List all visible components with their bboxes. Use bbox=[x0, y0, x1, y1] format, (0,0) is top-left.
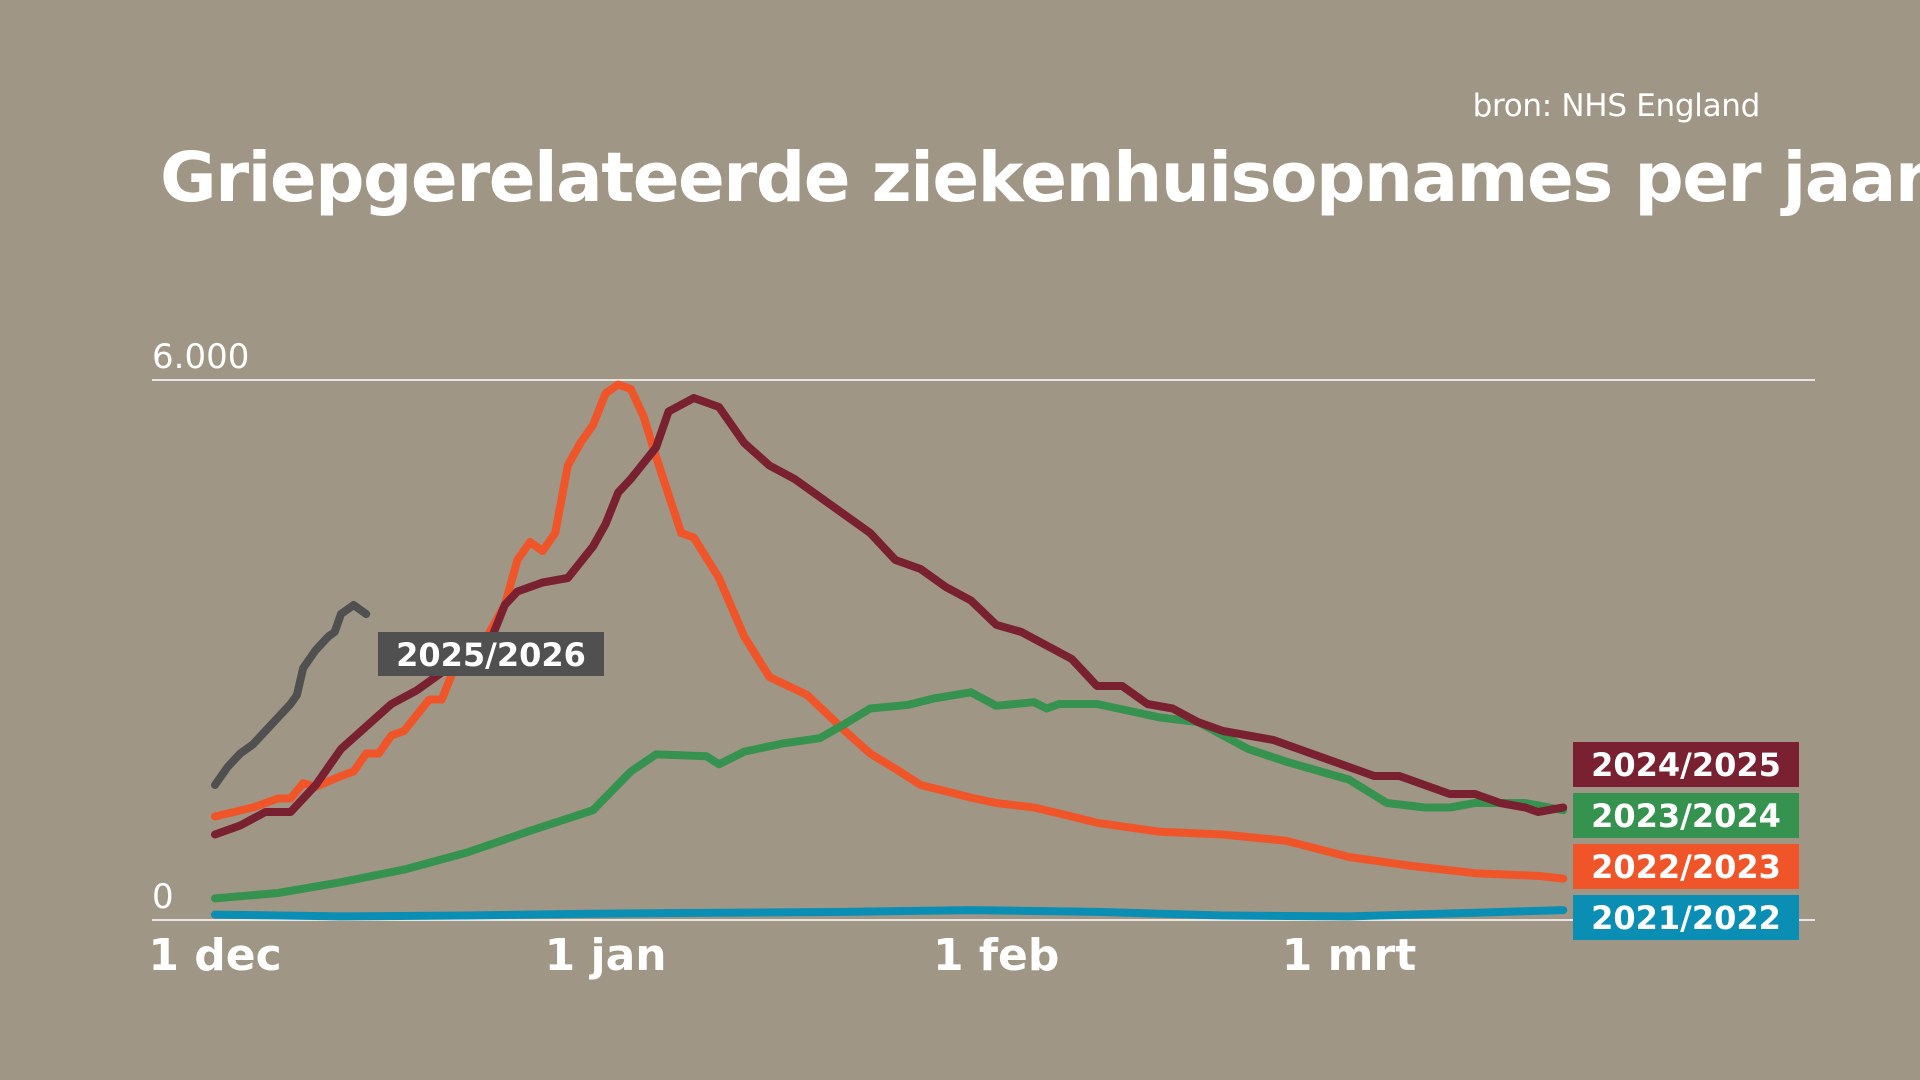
annotation-box bbox=[378, 632, 604, 676]
annotations: 2025/2026 bbox=[378, 632, 604, 676]
annotation-2025-2026: 2025/2026 bbox=[378, 632, 604, 676]
legend: 2024/2025 2023/2024 2022/2023 2021/2022 bbox=[1573, 742, 1799, 940]
series-line-2025-2026 bbox=[211, 601, 371, 789]
series-lines bbox=[211, 380, 1568, 921]
series-line-2021-2022 bbox=[211, 906, 1568, 921]
y-tick-labels: 0 6.000 bbox=[152, 337, 249, 917]
x-tick-labels: 1 dec 1 jan 1 feb 1 mrt bbox=[148, 930, 1416, 981]
legend-item-2023-2024: 2023/2024 bbox=[1573, 793, 1799, 838]
y-tick-label: 6.000 bbox=[152, 337, 249, 377]
x-tick-label-1-jan: 1 jan bbox=[545, 930, 667, 981]
x-tick-label-1-mrt: 1 mrt bbox=[1282, 930, 1417, 981]
legend-item-2022-2023: 2022/2023 bbox=[1573, 844, 1799, 889]
legend-label: 2024/2025 bbox=[1591, 746, 1781, 784]
legend-label: 2023/2024 bbox=[1591, 797, 1781, 835]
legend-label: 2022/2023 bbox=[1591, 848, 1781, 886]
legend-swatch bbox=[1573, 793, 1799, 838]
source-label: bron: NHS England bbox=[1472, 88, 1761, 124]
x-tick-label-1-dec: 1 dec bbox=[148, 930, 281, 981]
chart-title: Griepgerelateerde ziekenhuisopnames per … bbox=[160, 138, 1920, 218]
y-tick-label: 0 bbox=[152, 877, 174, 917]
x-tick-label-1-feb: 1 feb bbox=[933, 930, 1059, 981]
gridlines bbox=[152, 379, 1815, 921]
series-line-2023-2024 bbox=[211, 688, 1568, 903]
legend-swatch bbox=[1573, 895, 1799, 940]
legend-item-2021-2022: 2021/2022 bbox=[1573, 895, 1799, 940]
legend-item-2024-2025: 2024/2025 bbox=[1573, 742, 1799, 787]
legend-swatch bbox=[1573, 742, 1799, 787]
legend-swatch bbox=[1573, 844, 1799, 889]
legend-label: 2021/2022 bbox=[1591, 899, 1781, 937]
series-line-2022-2023 bbox=[211, 380, 1568, 883]
annotation-label: 2025/2026 bbox=[396, 636, 586, 674]
